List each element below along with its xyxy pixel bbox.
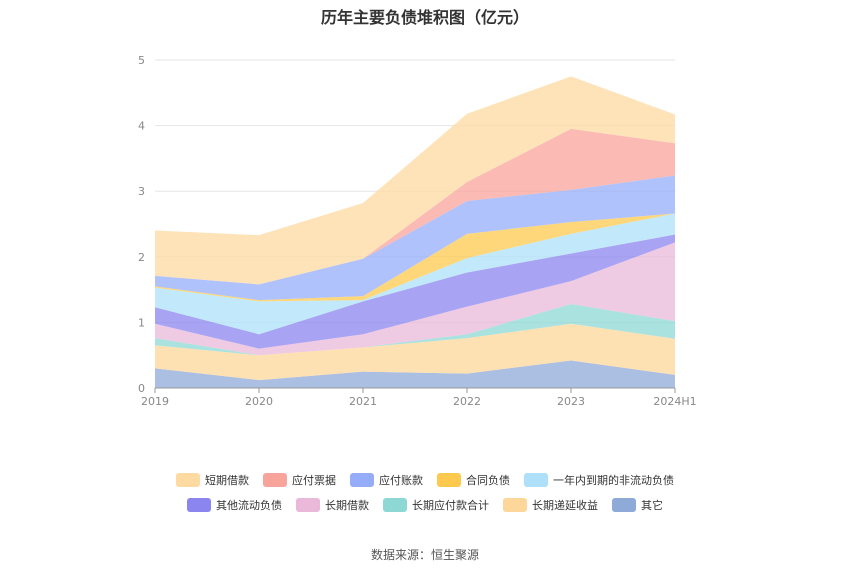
chart-title: 历年主要负债堆积图（亿元） xyxy=(320,8,529,27)
legend-swatch xyxy=(263,473,287,487)
chart-legend: 短期借款 应付票据 应付账款 合同负债 一年内到期的非流动负债 其他流动负债 长期借款 长期… xyxy=(0,472,850,522)
legend-label: 应付票据 xyxy=(292,474,336,487)
y-tick-label: 5 xyxy=(138,54,145,67)
legend-swatch xyxy=(350,473,374,487)
legend-swatch xyxy=(383,498,407,512)
legend-item[interactable]: 短期借款 xyxy=(176,472,249,488)
legend-label: 一年内到期的非流动负债 xyxy=(553,474,674,487)
area-series xyxy=(155,304,675,356)
legend-label: 长期递延收益 xyxy=(532,499,598,512)
legend-item[interactable]: 应付账款 xyxy=(350,472,423,488)
legend-label: 长期借款 xyxy=(325,499,369,512)
legend-label: 其他流动负债 xyxy=(216,499,282,512)
y-tick-label: 3 xyxy=(138,185,145,198)
x-tick-label: 2019 xyxy=(141,395,169,408)
x-tick-label: 2021 xyxy=(349,395,377,408)
legend-swatch xyxy=(176,473,200,487)
y-tick-label: 1 xyxy=(138,316,145,329)
legend-item[interactable]: 长期借款 xyxy=(296,497,369,513)
legend-item[interactable]: 一年内到期的非流动负债 xyxy=(524,472,674,488)
legend-swatch xyxy=(503,498,527,512)
legend-item[interactable]: 长期应付款合计 xyxy=(383,497,489,513)
area-series xyxy=(155,234,675,349)
area-series xyxy=(155,175,675,301)
legend-swatch xyxy=(612,498,636,512)
legend-swatch xyxy=(296,498,320,512)
area-series xyxy=(155,360,675,388)
legend-label: 合同负债 xyxy=(466,474,510,487)
legend-item[interactable]: 长期递延收益 xyxy=(503,497,598,513)
area-series xyxy=(155,213,675,302)
legend-item[interactable]: 合同负债 xyxy=(437,472,510,488)
legend-item[interactable]: 应付票据 xyxy=(263,472,336,488)
area-series xyxy=(155,76,675,285)
legend-label: 应付账款 xyxy=(379,474,423,487)
data-source-note: 数据来源：恒生聚源 xyxy=(370,548,479,562)
legend-row-2: 其他流动负债 长期借款 长期应付款合计 长期递延收益 其它 xyxy=(0,497,850,513)
y-tick-label: 0 xyxy=(138,382,145,395)
x-tick-label: 2024H1 xyxy=(653,395,696,408)
y-tick-label: 2 xyxy=(138,251,145,264)
legend-swatch xyxy=(187,498,211,512)
y-tick-label: 4 xyxy=(138,120,145,133)
x-tick-label: 2022 xyxy=(453,395,481,408)
area-series xyxy=(155,128,675,285)
legend-label: 短期借款 xyxy=(205,474,249,487)
legend-label: 其它 xyxy=(641,499,663,512)
area-series xyxy=(155,213,675,335)
legend-swatch xyxy=(437,473,461,487)
legend-swatch xyxy=(524,473,548,487)
legend-item[interactable]: 其它 xyxy=(612,497,663,513)
x-tick-label: 2020 xyxy=(245,395,273,408)
area-series xyxy=(155,323,675,381)
x-tick-label: 2023 xyxy=(557,395,585,408)
legend-label: 长期应付款合计 xyxy=(412,499,489,512)
legend-row-1: 短期借款 应付票据 应付账款 合同负债 一年内到期的非流动负债 xyxy=(0,472,850,488)
area-series xyxy=(155,242,675,356)
stacked-area-chart: 0 1 2 3 4 5 2019 2020 2021 2022 2023 2024H1 xyxy=(138,54,697,408)
legend-item[interactable]: 其他流动负债 xyxy=(187,497,282,513)
